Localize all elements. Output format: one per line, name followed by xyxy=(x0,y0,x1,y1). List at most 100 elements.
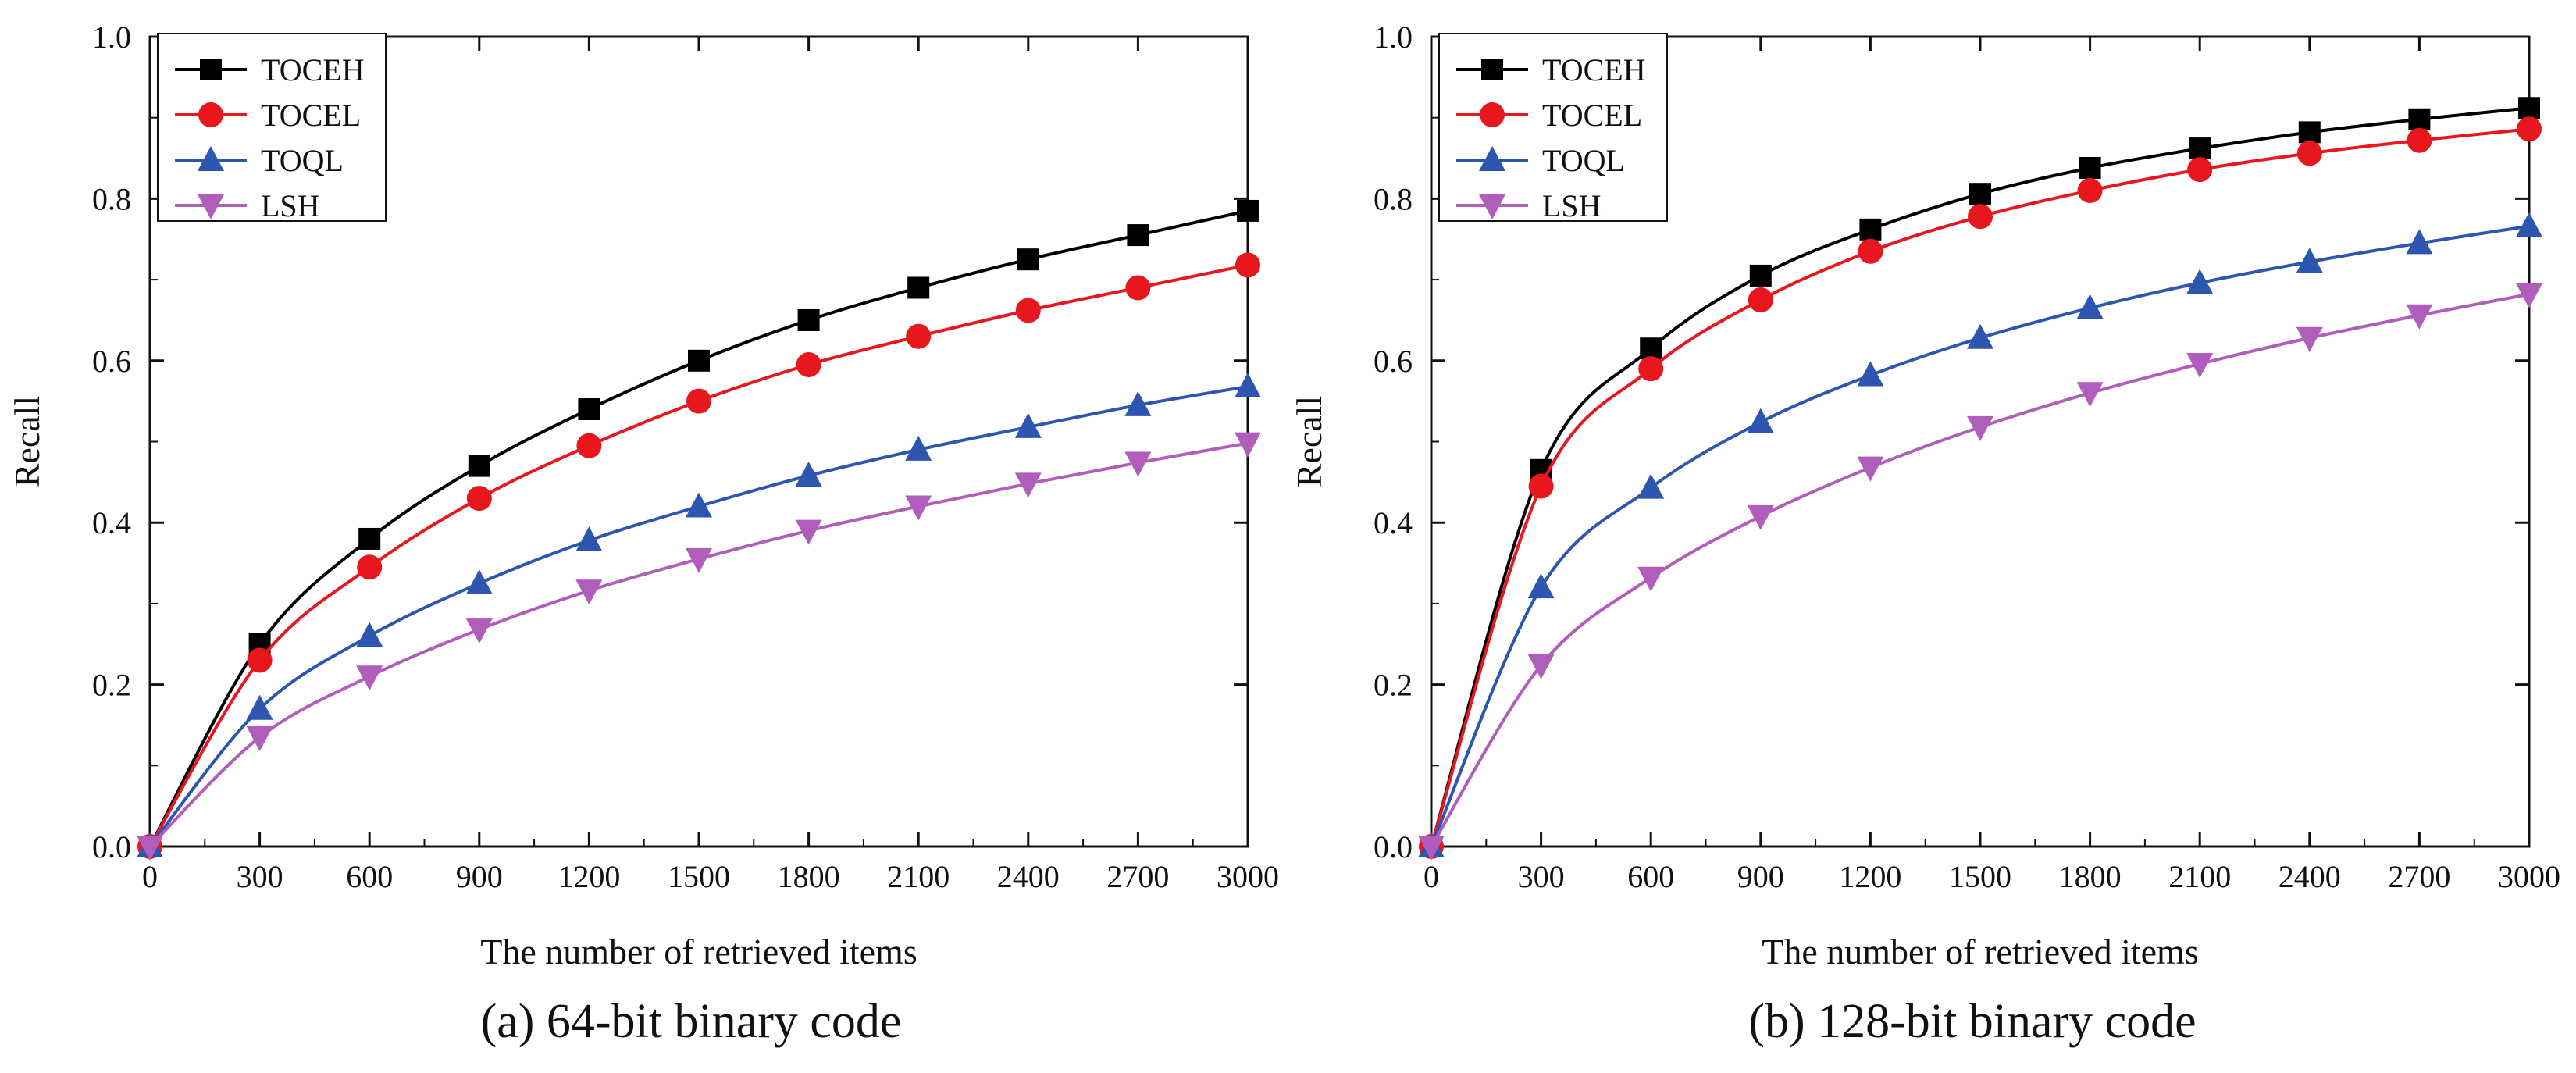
x-tick-label: 900 xyxy=(456,859,503,894)
data-point-lsh xyxy=(2186,352,2214,378)
data-point-toql xyxy=(465,569,493,594)
panel-caption: (b) 128-bit binary code xyxy=(1748,995,2196,1048)
series-line-tocel xyxy=(148,263,1249,848)
data-point-toql xyxy=(1967,323,1993,349)
data-point-toql xyxy=(2076,294,2104,319)
series-line-tocel xyxy=(1430,127,2530,847)
data-point-toql xyxy=(1235,372,1261,397)
y-tick-label: 0.4 xyxy=(1374,505,1413,540)
x-tick-label: 600 xyxy=(346,859,393,894)
data-point-tocel xyxy=(1968,204,1993,230)
y-axis-title: Recall xyxy=(7,396,47,488)
legend-marker-tocel xyxy=(1480,102,1505,127)
x-tick-label: 0 xyxy=(142,859,158,894)
x-tick-label: 2700 xyxy=(1106,859,1169,894)
x-axis-title: The number of retrieved items xyxy=(480,932,917,971)
y-tick-label: 0.2 xyxy=(1374,668,1413,703)
legend-label-toceh: TOCEH xyxy=(261,52,365,87)
data-point-tocel xyxy=(247,647,273,673)
legend-marker-tocel xyxy=(198,102,223,127)
data-point-tocel xyxy=(796,351,821,377)
x-tick-label: 2400 xyxy=(2278,859,2341,894)
x-tick-label: 1200 xyxy=(1839,859,1901,894)
panel-caption: (a) 64-bit binary code xyxy=(481,995,902,1048)
data-point-lsh xyxy=(795,519,822,545)
data-point-tocel xyxy=(686,388,711,414)
data-point-toql xyxy=(905,435,932,461)
data-point-tocel xyxy=(576,433,602,458)
data-point-toql xyxy=(795,462,822,487)
series-line-toql xyxy=(148,385,1249,848)
legend-label-lsh: LSH xyxy=(261,188,320,223)
x-tick-label: 300 xyxy=(237,859,283,894)
series-line-lsh xyxy=(148,441,1249,848)
data-point-tocel xyxy=(357,554,383,580)
y-tick-label: 0.0 xyxy=(1374,829,1413,864)
data-point-toceh xyxy=(2518,97,2540,119)
x-axis-title: The number of retrieved items xyxy=(1762,932,2198,971)
data-point-lsh xyxy=(1124,451,1152,477)
data-point-lsh xyxy=(2296,326,2323,352)
data-point-toceh xyxy=(2079,156,2101,179)
data-point-toql xyxy=(575,526,603,552)
data-point-toceh xyxy=(1749,264,1772,287)
legend-label-tocel: TOCEL xyxy=(1542,98,1642,133)
data-point-lsh xyxy=(1967,415,1993,441)
data-point-toql xyxy=(2296,248,2323,273)
data-point-tocel xyxy=(2407,127,2432,153)
x-tick-label: 2100 xyxy=(2168,859,2231,894)
legend-label-toql: TOQL xyxy=(1542,143,1625,178)
x-tick-label: 600 xyxy=(1627,859,1674,894)
legend-box xyxy=(157,33,387,222)
chart-panel-64bit: 0 300 600 900 1200 1500 1800 2100 2400 2700 3000 0.… xyxy=(7,20,1279,1048)
data-point-tocel xyxy=(2187,157,2213,183)
data-point-lsh xyxy=(1014,472,1042,498)
data-point-toql xyxy=(1014,412,1042,438)
data-point-lsh xyxy=(1857,456,1884,482)
data-point-tocel xyxy=(906,323,932,349)
data-point-toceh xyxy=(1237,199,1259,222)
x-tick-label: 0 xyxy=(1423,859,1439,894)
data-point-lsh xyxy=(1527,654,1555,679)
data-point-tocel xyxy=(1748,287,1773,313)
x-tick-label: 2400 xyxy=(997,859,1060,894)
legend-marker-toceh xyxy=(200,59,222,80)
data-point-lsh xyxy=(905,495,932,521)
legend: TOCEH TOCEL TOQL LSH xyxy=(1438,33,1668,223)
y-tick-label: 0.4 xyxy=(92,505,131,540)
data-point-lsh xyxy=(1418,836,1445,861)
x-tick-label: 1500 xyxy=(668,859,730,894)
data-point-lsh xyxy=(137,836,163,861)
x-tick-label: 1800 xyxy=(2059,859,2122,894)
data-point-tocel xyxy=(1528,473,1554,499)
y-axis-title: Recall xyxy=(1289,396,1329,488)
data-point-toceh xyxy=(468,455,490,477)
data-point-toceh xyxy=(1017,248,1039,271)
x-tick-label: 300 xyxy=(1518,859,1565,894)
data-point-lsh xyxy=(575,579,603,605)
y-tick-label: 1.0 xyxy=(1374,20,1413,55)
y-tick-label: 0.8 xyxy=(1374,181,1413,216)
data-point-toql xyxy=(2406,229,2433,255)
data-point-toql xyxy=(2186,269,2214,294)
data-point-toceh xyxy=(1640,337,1662,360)
series-line-toql xyxy=(1430,224,2530,847)
x-tick-label: 3000 xyxy=(2498,859,2560,894)
series-line-toceh xyxy=(148,209,1249,847)
y-tick-label: 0.0 xyxy=(92,829,131,864)
data-point-lsh xyxy=(1637,566,1665,592)
data-point-tocel xyxy=(1015,298,1041,323)
data-point-toceh xyxy=(578,398,600,421)
data-point-toql xyxy=(1747,408,1774,433)
data-point-toql xyxy=(1857,361,1884,387)
legend-box xyxy=(1438,33,1668,222)
y-tick-label: 0.6 xyxy=(1374,344,1413,379)
data-point-lsh xyxy=(465,618,493,644)
data-point-tocel xyxy=(2077,178,2103,204)
data-point-toql xyxy=(246,694,273,720)
data-point-tocel xyxy=(1235,252,1260,278)
data-point-tocel xyxy=(2517,116,2542,142)
data-point-tocel xyxy=(1638,356,1664,382)
legend-label-toceh: TOCEH xyxy=(1542,52,1646,87)
x-tick-label: 900 xyxy=(1737,859,1784,894)
